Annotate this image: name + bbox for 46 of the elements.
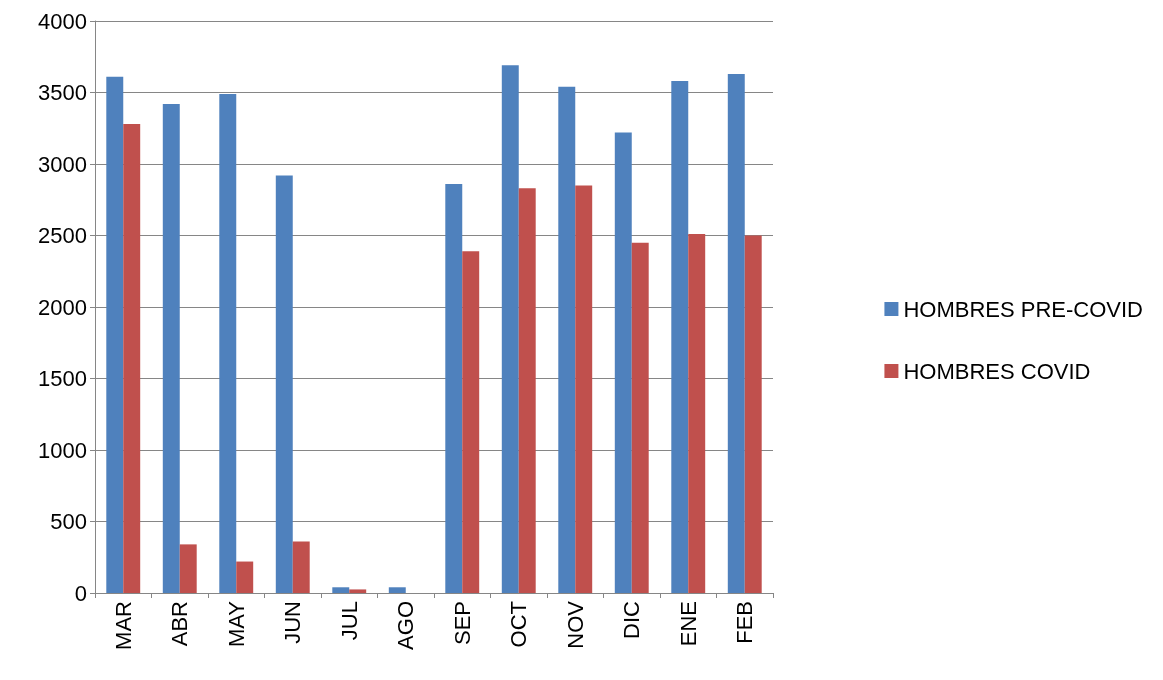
legend-label: HOMBRES PRE-COVID	[903, 296, 1144, 322]
bar	[275, 175, 293, 593]
x-tick-label: ABR	[167, 601, 193, 647]
y-tick-label: 1000	[38, 437, 87, 463]
bar	[558, 86, 576, 593]
bar	[349, 589, 367, 593]
bar	[179, 544, 197, 593]
bar	[727, 73, 745, 593]
bar	[744, 235, 762, 593]
y-tick-label: 3000	[38, 151, 87, 177]
x-tick-label: JUL	[336, 601, 362, 641]
x-tick-label: FEB	[732, 601, 758, 644]
y-tick-label: 2000	[38, 294, 87, 320]
bar	[462, 251, 480, 593]
bar	[219, 93, 237, 593]
y-tick-label: 1500	[38, 366, 87, 391]
bar	[518, 188, 536, 593]
bar	[123, 123, 141, 593]
x-tick-label: ENE	[675, 601, 701, 647]
y-tick-label: 4000	[38, 8, 87, 34]
x-tick-label: MAY	[223, 600, 249, 648]
bar	[292, 541, 310, 593]
x-tick-label: DIC	[619, 600, 645, 639]
bar	[162, 103, 180, 593]
bar	[106, 76, 124, 593]
x-tick-label: OCT	[506, 601, 532, 648]
x-tick-label: JUN	[280, 601, 306, 644]
legend-label: HOMBRES COVID	[903, 358, 1091, 384]
x-tick-label: SEP	[449, 601, 475, 646]
bar	[631, 242, 649, 593]
bar	[236, 561, 254, 593]
y-tick-label: 3500	[38, 80, 87, 105]
bar	[575, 185, 593, 593]
y-tick-label: 500	[50, 509, 87, 534]
x-tick-label: NOV	[562, 600, 588, 649]
bar	[688, 234, 706, 593]
bar	[445, 184, 463, 593]
x-tick-label: MAR	[110, 601, 136, 650]
bar	[671, 81, 689, 593]
bar	[614, 132, 632, 593]
bar	[332, 587, 350, 593]
y-tick-label: 0	[74, 580, 87, 606]
y-tick-label: 2500	[38, 223, 87, 248]
bar	[501, 65, 519, 593]
x-tick-label: AGO	[393, 601, 419, 650]
bar	[388, 587, 406, 593]
